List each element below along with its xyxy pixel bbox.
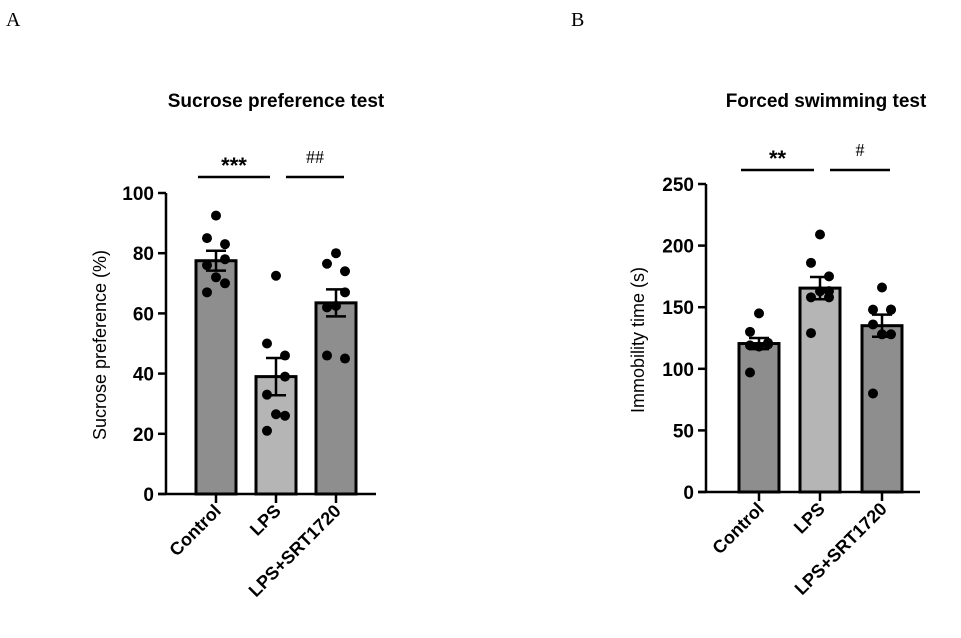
y-tick-label: 200 [662,237,694,258]
chart-title-b: Forced swimming test [726,91,927,112]
chart-sucrose-preference: Sucrose preference test Sucrose preferen… [90,91,385,601]
data-point [340,266,350,277]
data-point [211,272,221,283]
x-tick-label: LPS [246,501,285,540]
y-tick-label: 20 [133,425,154,446]
data-point [824,292,834,303]
data-point [886,304,896,315]
y-tick-label: 100 [662,360,694,381]
y-tick-label: 0 [143,485,154,506]
data-point [815,229,825,240]
data-point [754,308,764,319]
panel-letter-a: A [6,9,21,31]
data-point [202,260,212,271]
y-tick-label: 40 [133,365,154,386]
chart-title-a: Sucrose preference test [168,91,385,112]
x-tick-label: Control [165,501,224,560]
data-point [806,328,816,339]
x-tick-label: Control [708,499,767,558]
data-point [262,425,272,436]
data-point [220,278,230,289]
y-tick-label: 60 [133,304,154,325]
data-point [331,248,341,259]
y-tick-label: 0 [683,483,694,504]
data-point [806,257,816,268]
data-point [202,233,212,244]
x-tick-label: LPS [790,499,829,538]
data-point [262,338,272,349]
data-point [340,353,350,364]
y-tick-label: 100 [122,184,154,205]
data-point [271,270,281,281]
data-point [211,210,221,221]
data-point [868,304,878,315]
significance-label: ## [306,147,324,167]
data-point [202,287,212,298]
data-point [868,319,878,330]
y-axis-label-b: Immobility time (s) [628,267,648,413]
y-tick-label: 50 [673,421,694,442]
data-point [280,410,290,421]
bar-lps-srt1720 [860,324,904,494]
data-point [220,254,230,265]
data-point [271,409,281,420]
chart-forced-swimming: Forced swimming test Immobility time (s)… [628,91,927,599]
data-point [322,350,332,361]
data-point [745,326,755,337]
significance-label: ** [769,146,787,171]
data-point [280,371,290,382]
bar-lps [798,286,842,494]
significance-label: *** [221,153,247,178]
panel-letter-b: B [571,9,584,31]
data-point [763,339,773,350]
bar-lps-srt1720 [314,301,358,496]
bar-control [194,259,238,496]
data-point [877,282,887,293]
y-tick-label: 150 [662,298,694,319]
bar-control [737,342,781,494]
data-point [220,239,230,250]
y-tick-label: 80 [133,244,154,265]
data-point [322,258,332,269]
data-point [806,292,816,303]
y-tick-label: 250 [662,175,694,196]
data-point [868,388,878,399]
data-point [322,302,332,313]
significance-label: # [856,140,865,160]
data-point [745,367,755,378]
y-axis-label-a: Sucrose preference (%) [90,250,110,440]
